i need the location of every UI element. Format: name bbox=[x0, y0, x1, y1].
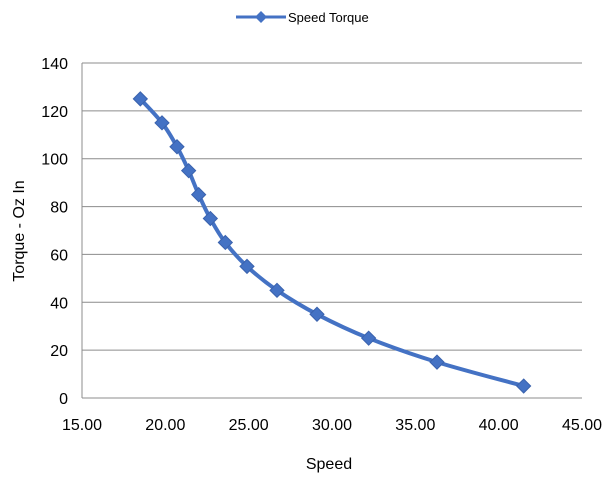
x-tick-label: 25.00 bbox=[229, 417, 269, 434]
legend-label: Speed Torque bbox=[288, 10, 369, 25]
data-point-marker bbox=[190, 186, 207, 203]
y-tick-label: 140 bbox=[41, 56, 68, 73]
data-point-marker bbox=[180, 162, 197, 179]
data-point-marker bbox=[309, 306, 325, 322]
data-point-marker bbox=[202, 210, 219, 227]
y-tick-label: 80 bbox=[50, 200, 68, 217]
data-point-marker bbox=[169, 139, 185, 155]
tick-labels: 0 20 40 60 80 100 120 140 15.00 20.00 25.00 30.00 35… bbox=[41, 56, 602, 434]
y-tick-label: 20 bbox=[50, 343, 68, 360]
data-point-marker bbox=[515, 378, 532, 394]
y-tick-label: 60 bbox=[50, 247, 68, 264]
data-point-marker bbox=[132, 91, 149, 107]
series-line-speed-torque bbox=[138, 96, 526, 388]
y-tick-label: 120 bbox=[41, 104, 68, 121]
legend: Speed Torque bbox=[236, 10, 369, 25]
data-point-marker bbox=[360, 330, 377, 346]
y-tick-label: 100 bbox=[41, 152, 68, 169]
x-tick-label: 30.00 bbox=[312, 417, 352, 434]
axes bbox=[81, 63, 582, 399]
y-tick-label: 40 bbox=[50, 295, 68, 312]
x-tick-label: 40.00 bbox=[479, 417, 519, 434]
x-tick-label: 15.00 bbox=[62, 417, 102, 434]
x-tick-label: 35.00 bbox=[395, 417, 435, 434]
data-point-marker bbox=[429, 354, 445, 370]
y-axis-title: Torque - Oz In bbox=[11, 180, 28, 281]
data-point-marker bbox=[154, 115, 170, 131]
data-point-marker bbox=[239, 258, 255, 275]
y-tick-label: 0 bbox=[59, 391, 68, 408]
data-point-marker bbox=[269, 282, 285, 299]
x-tick-label: 45.00 bbox=[562, 417, 602, 434]
x-axis-title: Speed bbox=[306, 456, 352, 473]
x-tick-label: 20.00 bbox=[145, 417, 185, 434]
grid-lines bbox=[82, 62, 582, 351]
series-layer bbox=[132, 91, 532, 394]
data-point-marker bbox=[217, 234, 234, 251]
legend-diamond-marker bbox=[255, 11, 267, 23]
